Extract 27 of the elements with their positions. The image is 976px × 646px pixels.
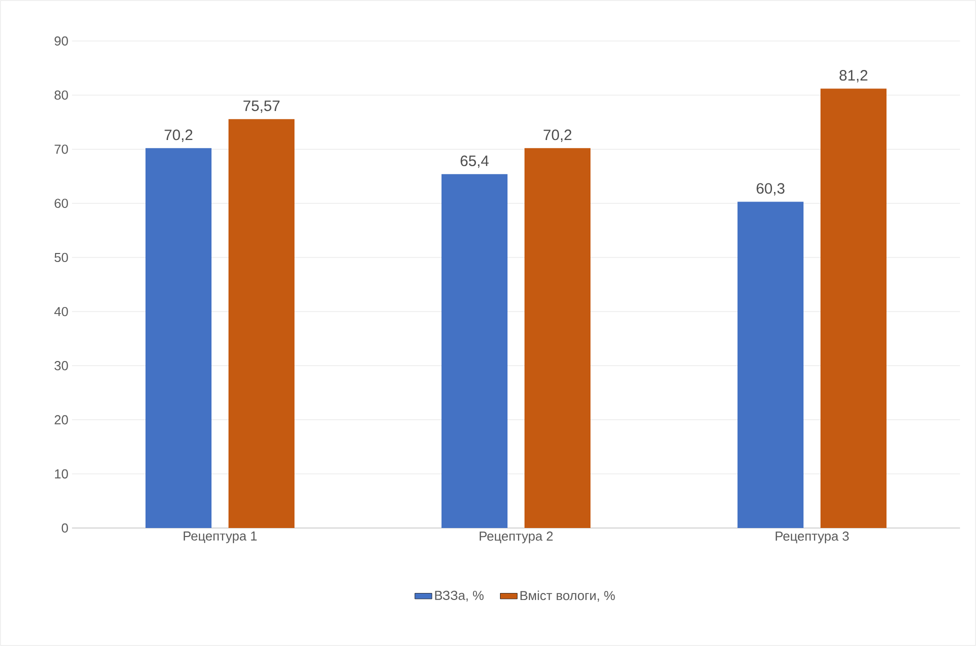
x-tick-label: Рецептура 1	[184, 532, 257, 544]
x-tick-label: Рецептура 2	[480, 532, 553, 544]
x-tick-label: Рецептура 3	[776, 532, 849, 544]
y-tick-label: 40	[54, 306, 68, 316]
bar	[146, 148, 212, 528]
bar	[442, 174, 508, 528]
y-tick-label: 20	[54, 415, 68, 424]
y-tick-label: 10	[55, 469, 68, 478]
y-tick-label: 0	[62, 523, 68, 533]
legend-label: ВЗЗа, %	[435, 590, 484, 602]
data-label: 70,2	[164, 130, 192, 142]
bar	[524, 148, 591, 528]
y-tick-label: 80	[54, 90, 68, 100]
data-label: 81,2	[840, 70, 868, 82]
bar	[820, 88, 887, 528]
data-label: 65,4	[460, 156, 489, 168]
bar	[228, 119, 295, 528]
y-tick-label: 50	[54, 252, 68, 262]
data-label: 70,2	[544, 130, 572, 142]
y-tick-label: 90	[54, 36, 68, 46]
data-label: 75,57	[244, 100, 280, 113]
y-tick-label: 70	[54, 144, 68, 154]
y-tick-label: 30	[54, 361, 68, 370]
bar	[738, 202, 804, 528]
data-label: 60,3	[756, 183, 784, 196]
legend-label: Вміст вологи, %	[520, 590, 615, 602]
y-tick-label: 60	[54, 198, 68, 208]
